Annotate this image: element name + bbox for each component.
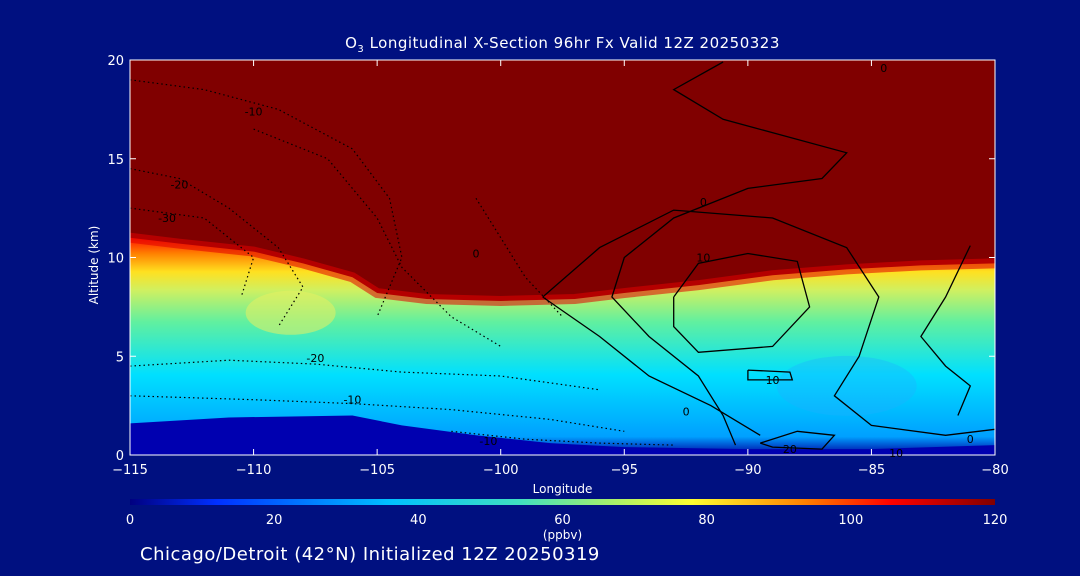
contour-line-13: [760, 430, 836, 450]
colorbar-tick-label-0: 0: [126, 513, 134, 528]
y-tick-label-1: 5: [116, 350, 124, 365]
colorbar: 0 20 40 60 80 100 120: [126, 499, 1008, 528]
contour-label-11: -10: [479, 435, 497, 448]
axes: −115 −110 −105 −100 −95 −90 −85 −80 0 5 10 15 20: [107, 54, 1008, 478]
chart-title: O3 Longitudinal X-Section 96hr Fx Valid …: [345, 34, 780, 55]
colorbar-tick-label-3: 60: [554, 513, 571, 528]
plot-area: [130, 60, 995, 455]
colorbar-units: (ppbv): [542, 528, 583, 542]
contour-line-14: [920, 245, 972, 416]
y-tick-label-0: 0: [116, 449, 124, 464]
footer-caption: Chicago/Detroit (42°N) Initialized 12Z 2…: [140, 544, 600, 565]
contour-label-9: -10: [343, 394, 361, 407]
contour-label-13: 10: [889, 447, 903, 460]
tropopause-edge: [130, 232, 995, 306]
x-tick-label-0: −115: [112, 463, 148, 478]
contour-label-3: -30: [158, 212, 176, 225]
x-axis-label: Longitude: [532, 482, 593, 496]
x-tick-label-1: −110: [236, 463, 272, 478]
contour-label-2: -20: [170, 178, 188, 191]
x-tick-label-3: −100: [483, 463, 519, 478]
contour-label-4: 0: [473, 248, 480, 261]
colorbar-tick-label-5: 100: [838, 513, 863, 528]
surface-low-ozone-region: [130, 415, 995, 455]
contour-line-4: [475, 197, 563, 318]
contour-line-2: [130, 207, 255, 298]
contour-label-8: -20: [306, 352, 324, 365]
contour-line-5: [130, 359, 600, 391]
x-tick-label-2: −105: [359, 463, 395, 478]
contour-line-12: [747, 369, 794, 381]
contour-line-7: [451, 430, 674, 446]
troposphere-ozone-field: [130, 237, 995, 455]
contour-line-6: [130, 395, 625, 432]
x-tick-label-5: −90: [734, 463, 761, 478]
ozone-pocket-west: [245, 290, 336, 335]
colorbar-strip: [130, 499, 995, 505]
contour-lines: [130, 61, 995, 450]
contour-label-7: 10: [766, 374, 780, 387]
ozone-pocket-east: [776, 355, 917, 416]
contour-line-8: [611, 61, 848, 446]
contour-line-1: [130, 168, 304, 327]
contour-label-0: 0: [880, 62, 887, 75]
contour-label-5: 0: [700, 196, 707, 209]
contour-line-9: [542, 209, 995, 436]
contour-line-3: [253, 128, 502, 347]
colorbar-tick-label-1: 20: [266, 513, 283, 528]
x-tick-label-4: −95: [611, 463, 638, 478]
contour-label-12: 20: [783, 443, 797, 456]
contour-label-14: 0: [967, 433, 974, 446]
y-axis-label: Altitude (km): [87, 225, 101, 305]
x-tick-label-6: −85: [858, 463, 885, 478]
contour-labels: 0 -10 -20 -30 0 0 10 10 -20 -10 0 -10 20 10 0: [158, 62, 974, 460]
contour-line-11: [542, 296, 761, 436]
colorbar-tick-label-6: 120: [983, 513, 1008, 528]
y-tick-label-4: 20: [107, 54, 124, 69]
colorbar-tick-label-2: 40: [410, 513, 427, 528]
colorbar-tick-label-4: 80: [698, 513, 715, 528]
y-tick-label-3: 15: [107, 153, 124, 168]
y-tick-label-2: 10: [107, 252, 124, 267]
contour-label-10: 0: [683, 406, 690, 419]
contour-label-1: -10: [245, 105, 263, 118]
contour-line-10: [673, 252, 811, 353]
contour-label-6: 10: [696, 252, 710, 265]
x-tick-label-7: −80: [981, 463, 1008, 478]
